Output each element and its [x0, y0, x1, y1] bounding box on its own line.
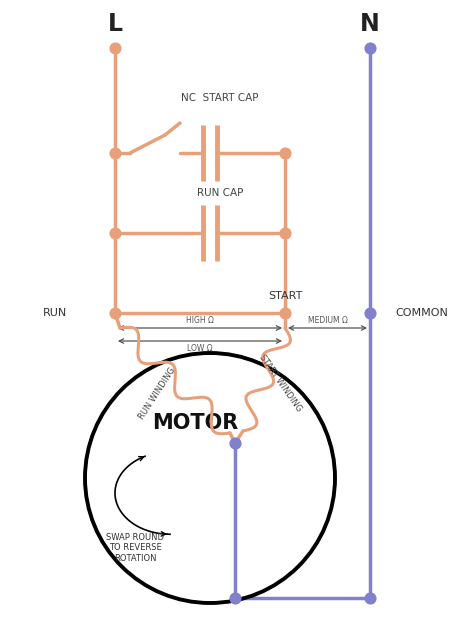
Point	[111, 148, 119, 158]
Point	[281, 148, 289, 158]
Point	[366, 43, 374, 53]
Text: RUN WINDING: RUN WINDING	[137, 365, 177, 421]
Point	[366, 308, 374, 318]
Point	[281, 308, 289, 318]
Text: RUN: RUN	[43, 308, 67, 318]
Text: COMMON: COMMON	[396, 308, 448, 318]
Text: RUN CAP: RUN CAP	[197, 188, 243, 198]
Point	[111, 308, 119, 318]
Point	[111, 43, 119, 53]
Text: MEDIUM Ω: MEDIUM Ω	[308, 316, 347, 325]
Text: HIGH Ω: HIGH Ω	[186, 316, 214, 325]
Point	[231, 593, 239, 603]
Point	[281, 228, 289, 238]
Point	[366, 593, 374, 603]
Point	[231, 438, 239, 448]
Text: START WINDING: START WINDING	[257, 353, 303, 413]
Text: NC  START CAP: NC START CAP	[181, 93, 259, 103]
Text: MOTOR: MOTOR	[152, 413, 238, 433]
Text: START: START	[268, 291, 302, 301]
Point	[111, 228, 119, 238]
Text: L: L	[108, 12, 122, 36]
Text: LOW Ω: LOW Ω	[187, 344, 213, 353]
Text: SWAP ROUND
TO REVERSE
ROTATION: SWAP ROUND TO REVERSE ROTATION	[106, 533, 164, 563]
Text: N: N	[360, 12, 380, 36]
